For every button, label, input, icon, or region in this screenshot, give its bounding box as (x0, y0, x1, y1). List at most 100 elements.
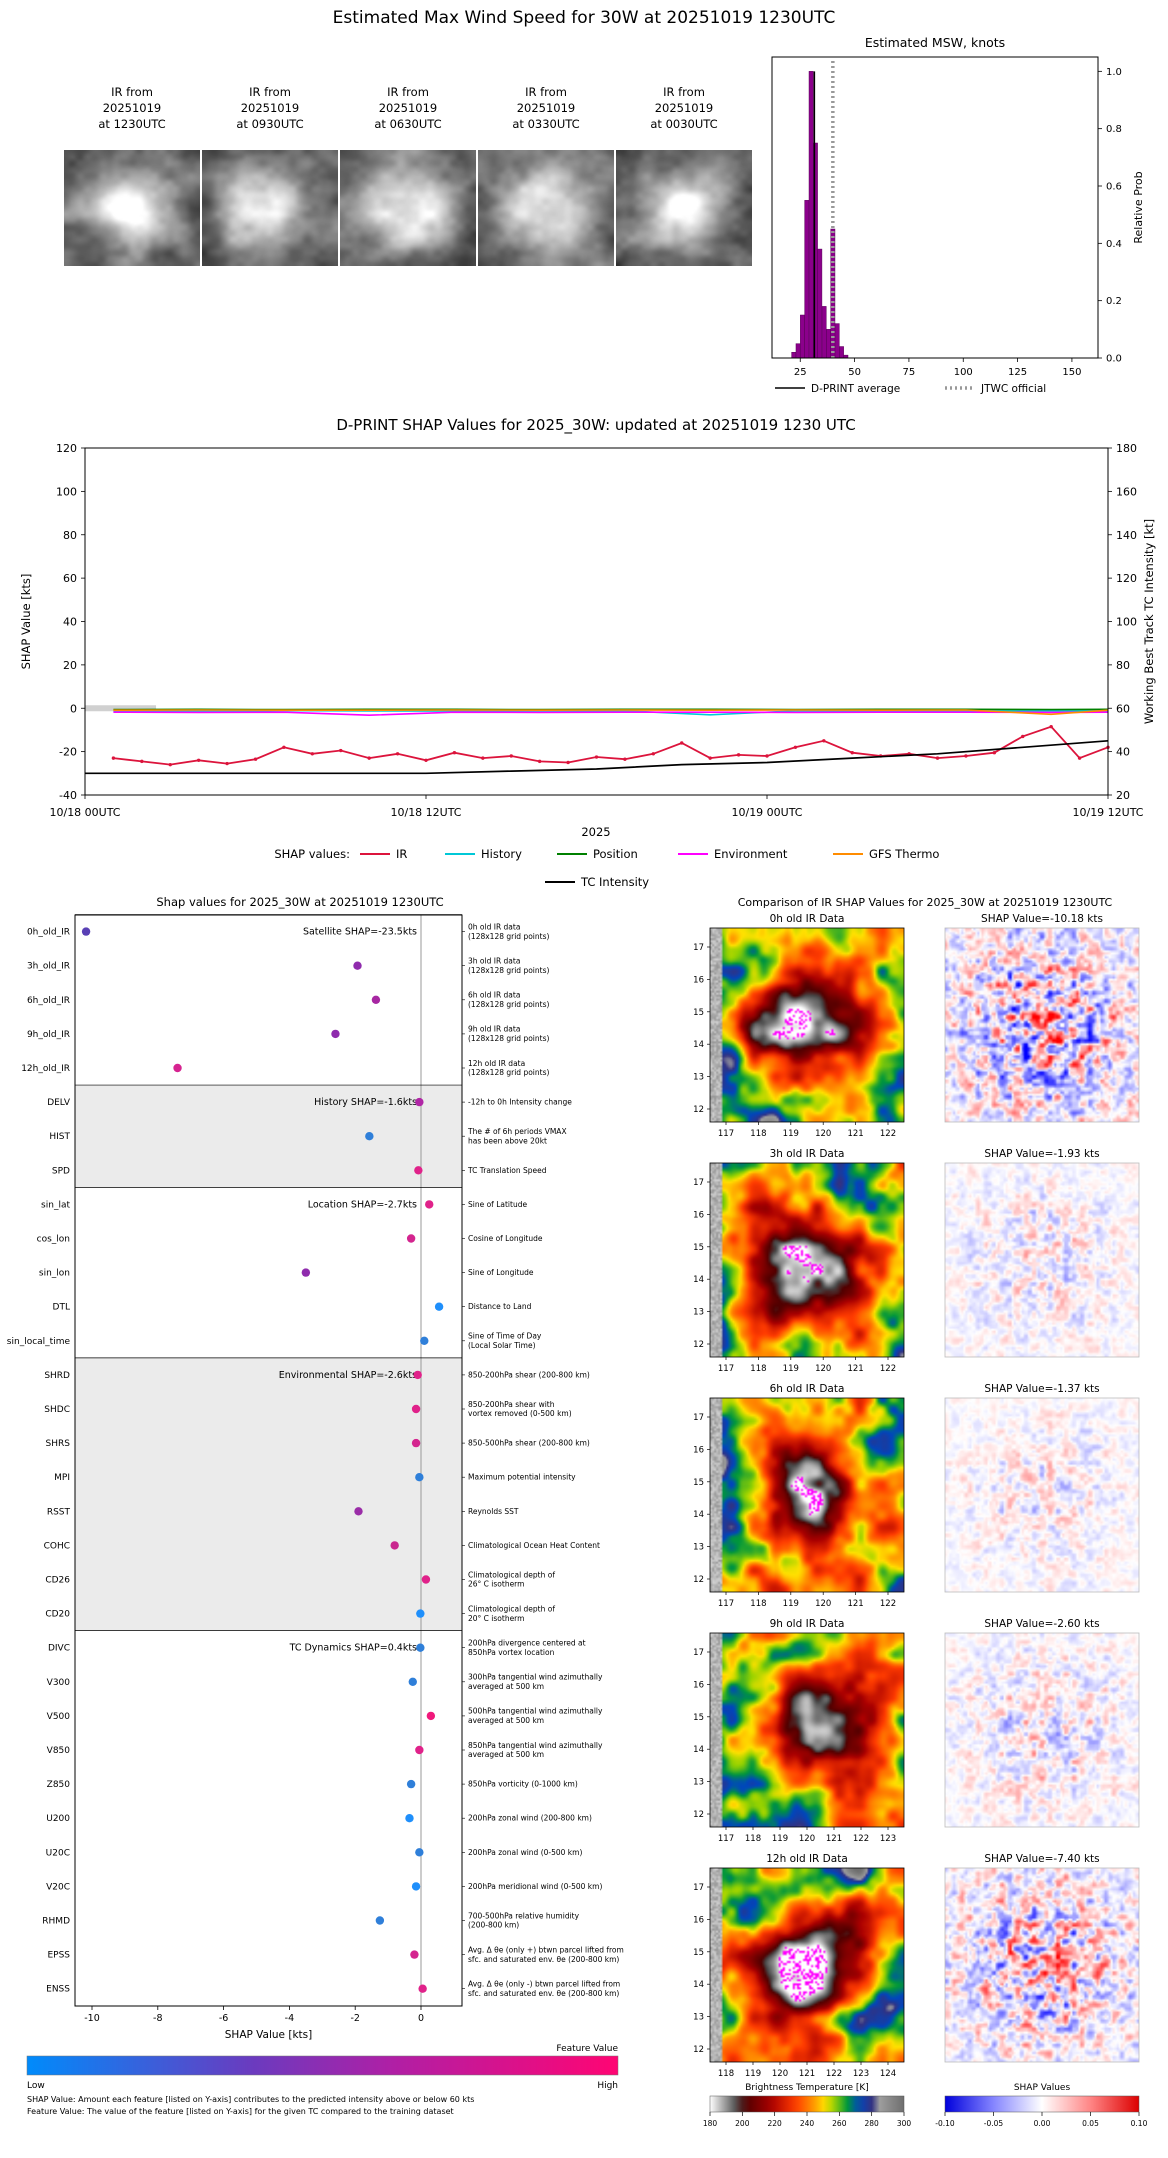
histogram-xtick: 100 (954, 367, 973, 378)
histogram-bar (821, 306, 827, 359)
ir-panel-title: 9h old IR Data (770, 1618, 845, 1630)
colorbar-low: Low (27, 2081, 45, 2091)
feature-dot (354, 1507, 363, 1516)
map-ytick: 17 (693, 1178, 704, 1188)
timeseries-ylabel-left: SHAP Value [kts] (19, 574, 33, 670)
feature-desc: Climatological Ocean Heat Content (468, 1541, 600, 1550)
group-band (75, 1085, 462, 1188)
colorbar-high: High (597, 2081, 618, 2091)
feature-desc: (128x128 grid points) (468, 1068, 549, 1077)
feature-desc: averaged at 500 km (468, 1682, 544, 1691)
timeseries-xlabel: 2025 (581, 825, 610, 839)
shap-map-0 (945, 928, 1139, 1122)
ytick-right: 100 (1116, 616, 1137, 629)
feature-desc: sfc. and saturated env. θe (200-800 km) (468, 1955, 619, 1964)
histogram-bar (834, 323, 840, 359)
legend-item: History (481, 847, 522, 861)
map-ytick: 14 (693, 1040, 704, 1050)
shap-colorbar-tick: -0.10 (935, 2119, 955, 2128)
shap-panel-title: SHAP Value=-1.93 kts (984, 1148, 1099, 1160)
series-marker (992, 751, 997, 755)
feature-desc: 850-200hPa shear with (468, 1400, 555, 1409)
feature-desc: Avg. Δ θe (only +) btwn parcel lifted fr… (468, 1945, 624, 1954)
map-ytick: 14 (693, 1275, 704, 1285)
ytick-right: 40 (1116, 746, 1130, 759)
map-xtick: 122 (880, 1129, 896, 1139)
series-marker (225, 761, 229, 766)
series-gfs-thermo (113, 709, 1109, 716)
histogram-bar (791, 352, 797, 359)
xtick-label: 10/18 00UTC (49, 806, 120, 819)
series-marker (367, 756, 371, 760)
map-xtick: 119 (783, 1364, 799, 1374)
shap-colorbar-tick: 0.10 (1131, 2119, 1148, 2128)
shap-panel-frame (944, 1632, 1140, 1828)
shap-map-2 (945, 1398, 1139, 1592)
ytick-left: 60 (63, 572, 77, 585)
feature-dot (416, 1643, 425, 1652)
thumbnail-label: at 0030UTC (650, 117, 717, 131)
bt-colorbar-label: Brightness Temperature [K] (745, 2083, 869, 2093)
feature-dot (426, 1711, 436, 1721)
shap-map-1 (945, 1163, 1139, 1357)
feature-dot (390, 1541, 399, 1550)
xtick-label: 10/19 00UTC (731, 806, 802, 819)
feature-dot (415, 1848, 424, 1857)
thumbnail-label: at 1230UTC (98, 117, 165, 131)
feature-desc: (128x128 grid points) (468, 932, 549, 941)
timeseries-title: D-PRINT SHAP Values for 2025_30W: update… (336, 416, 855, 435)
feature-dot (410, 1950, 419, 1959)
series-marker (1049, 724, 1053, 729)
map-ytick: 15 (693, 1478, 704, 1488)
ytick-right: 80 (1116, 659, 1130, 672)
series-marker (395, 752, 400, 756)
map-xtick: 120 (815, 1599, 831, 1609)
series-marker (253, 757, 258, 761)
shap-panel-title: SHAP Value=-2.60 kts (984, 1618, 1099, 1630)
shap-panel-title: SHAP Value=-10.18 kts (981, 913, 1103, 925)
map-ytick: 17 (693, 1413, 704, 1423)
feature-dot (420, 1336, 429, 1346)
ir-panel-title: 12h old IR Data (766, 1853, 848, 1865)
series-marker (1021, 734, 1025, 739)
feature-label: V20C (46, 1882, 70, 1892)
feature-desc: 6h old IR data (468, 991, 520, 1000)
feature-label: Z850 (47, 1780, 71, 1790)
series-marker (168, 762, 172, 767)
xtick-label: 10/18 12UTC (390, 806, 461, 819)
ytick-left: 80 (63, 529, 77, 542)
histogram-xtick: 75 (903, 367, 916, 378)
map-xtick: 121 (799, 2069, 815, 2079)
feature-label: SHDC (44, 1405, 70, 1415)
ir-image-4 (710, 1868, 904, 2062)
shap-panel-frame (944, 927, 1140, 1123)
shap-map-4 (945, 1868, 1139, 2062)
map-ytick: 13 (693, 2013, 704, 2023)
feature-desc: 850hPa tangential wind azimuthally (468, 1741, 603, 1750)
map-xtick: 120 (815, 1364, 831, 1374)
thumbnail-label: IR from (111, 85, 153, 99)
series-ir (113, 725, 1109, 766)
feature-dot (406, 1779, 416, 1789)
feature-label: MPI (54, 1473, 70, 1483)
thumbnail-label: 20251019 (241, 101, 300, 115)
legend-item: IR (396, 847, 407, 861)
feature-label: RSST (47, 1507, 71, 1517)
series-marker (793, 745, 798, 749)
feature-label: V300 (47, 1678, 71, 1688)
map-ytick: 12 (693, 1340, 704, 1350)
map-xtick: 122 (853, 1834, 869, 1844)
feature-desc: Sine of Time of Day (468, 1332, 542, 1341)
map-xtick: 120 (799, 1834, 815, 1844)
map-xtick: 120 (772, 2069, 788, 2079)
feature-label: sin_lat (41, 1200, 70, 1210)
dotplot-xtick: -6 (219, 2013, 228, 2024)
feature-desc: averaged at 500 km (468, 1750, 544, 1759)
feature-label: 0h_old_IR (27, 928, 70, 938)
bt-colorbar-tick: 200 (735, 2119, 750, 2128)
feature-desc: 850hPa vorticity (0-1000 km) (468, 1780, 578, 1789)
histogram-bar (800, 314, 805, 359)
series-marker (282, 745, 286, 749)
